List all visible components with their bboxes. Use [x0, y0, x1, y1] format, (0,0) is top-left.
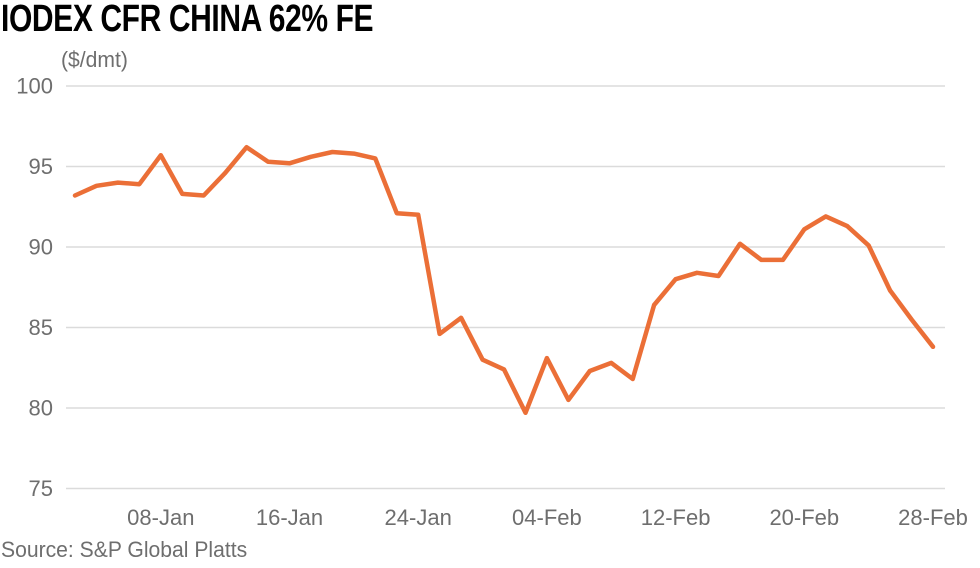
y-tick-label: 90: [29, 235, 53, 260]
y-tick-label: 95: [29, 154, 53, 179]
x-tick-label: 20-Feb: [769, 505, 839, 530]
source-attribution: Source: S&P Global Platts: [1, 537, 248, 562]
chart-title: IODEX CFR CHINA 62% FE: [1, 0, 374, 40]
x-tick-label: 16-Jan: [256, 505, 323, 530]
y-axis-unit-label: ($/dmt): [61, 47, 128, 72]
price-line: [72, 144, 936, 416]
x-tick-label: 04-Feb: [512, 505, 582, 530]
x-tick-label: 12-Feb: [641, 505, 711, 530]
y-tick-label: 80: [29, 396, 53, 421]
x-tick-label: 24-Jan: [385, 505, 452, 530]
y-tick-label: 75: [29, 476, 53, 501]
y-tick-label: 100: [16, 74, 53, 99]
x-tick-label: 28-Feb: [898, 505, 968, 530]
y-tick-label: 85: [29, 315, 53, 340]
x-tick-label: 08-Jan: [127, 505, 194, 530]
